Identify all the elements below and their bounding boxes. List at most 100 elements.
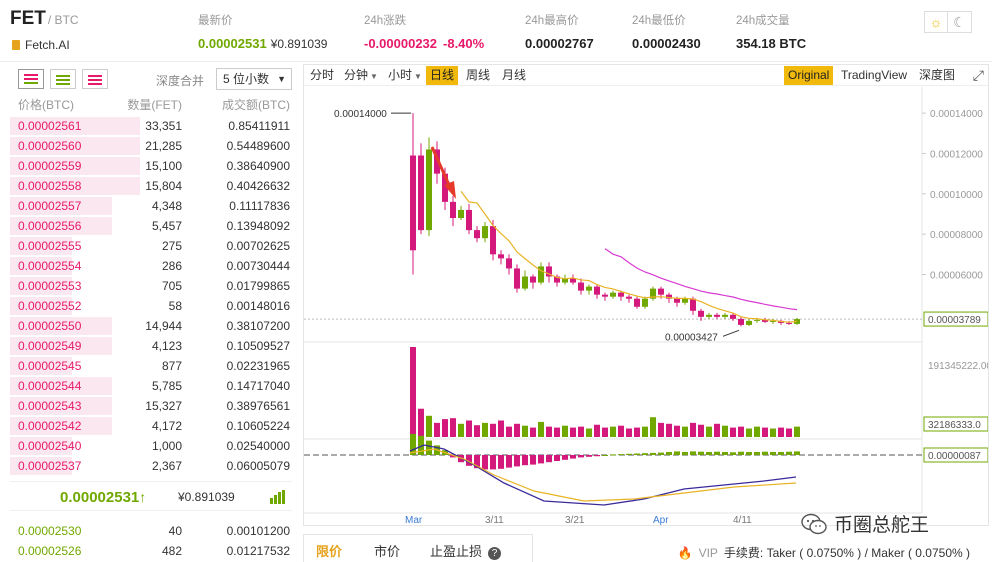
volume-bar xyxy=(490,423,496,437)
ask-row[interactable]: 0.00002553 705 0.01799865 xyxy=(10,276,292,296)
ask-qty: 286 xyxy=(161,259,182,273)
macd-bar xyxy=(770,452,776,455)
tab-market-order[interactable]: 市价 xyxy=(374,544,401,559)
ask-row[interactable]: 0.00002556 5,457 0.13948092 xyxy=(10,216,292,236)
volume-bar xyxy=(426,415,432,437)
ask-row[interactable]: 0.00002544 5,785 0.14717040 xyxy=(10,376,292,396)
bid-row[interactable]: 0.00002530 40 0.00101200 xyxy=(10,521,292,541)
volume-bar xyxy=(634,427,640,437)
coin-name: Fetch.AI xyxy=(12,38,70,52)
volume-bar xyxy=(578,426,584,437)
red-arrow-head xyxy=(444,181,456,199)
candle-body xyxy=(730,314,736,319)
chart-toolbar: 分时 分钟 ▼ 小时 ▼ 日线 周线 月线 Original TradingView… xyxy=(304,65,988,86)
ask-row[interactable]: 0.00002555 275 0.00702625 xyxy=(10,236,292,256)
tab-timeshare[interactable]: 分时 xyxy=(310,68,335,82)
x-tick-label: Mar xyxy=(405,515,423,525)
volume-bar xyxy=(778,427,784,437)
ask-row[interactable]: 0.00002560 21,285 0.54489600 xyxy=(10,136,292,156)
candle-body xyxy=(658,288,664,295)
volume-bar xyxy=(586,428,592,437)
x-tick-label: 3/21 xyxy=(565,515,585,525)
macd-bar xyxy=(450,455,456,458)
depth-merge-value: 5 位小数 xyxy=(223,72,270,86)
stat-label: 24h涨跌 xyxy=(364,15,407,27)
help-icon[interactable]: ? xyxy=(488,547,502,560)
ask-row[interactable]: 0.00002557 4,348 0.11117836 xyxy=(10,196,292,216)
y-tick-label: 0.00010000 xyxy=(930,190,983,201)
ask-qty: 4,348 xyxy=(151,199,182,213)
ask-row[interactable]: 0.00002543 15,327 0.38976561 xyxy=(10,396,292,416)
ask-row[interactable]: 0.00002545 877 0.02231965 xyxy=(10,356,292,376)
macd-bar xyxy=(714,451,720,455)
ask-row[interactable]: 0.00002537 2,367 0.06005079 xyxy=(10,456,292,476)
macd-bar xyxy=(498,455,504,469)
ask-row[interactable]: 0.00002552 58 0.00148016 xyxy=(10,296,292,316)
pair-symbol[interactable]: FET / BTC xyxy=(10,8,79,30)
ask-total: 0.11117836 xyxy=(229,199,290,213)
market-header: FET / BTC Fetch.AI 最新价 0.00002531 ¥0.89103… xyxy=(0,0,992,62)
candle-body xyxy=(682,298,688,303)
tab-original[interactable]: Original xyxy=(784,66,834,85)
chart-canvas[interactable]: 0.00014000 0.00012000 0.00010000 0.00008000… xyxy=(304,87,988,525)
ask-row[interactable]: 0.00002559 15,100 0.38640900 xyxy=(10,156,292,176)
bid-row[interactable]: 0.00002526 482 0.01217532 xyxy=(10,541,292,561)
ask-price: 0.00002545 xyxy=(18,359,82,373)
macd-bar xyxy=(418,435,424,455)
book-view-bids-icon[interactable] xyxy=(50,69,76,89)
fullscreen-icon[interactable]: ⤢ xyxy=(972,67,984,83)
candle-body xyxy=(714,314,720,317)
ask-qty: 14,944 xyxy=(145,319,182,333)
ask-total: 0.10509527 xyxy=(226,339,290,353)
ask-row[interactable]: 0.00002542 4,172 0.10605224 xyxy=(10,416,292,436)
tab-daily[interactable]: 日线 xyxy=(426,66,459,85)
volume-bar xyxy=(458,423,464,437)
macd-bar xyxy=(538,455,544,464)
volume-max-label: 191345222.00 xyxy=(928,361,988,372)
ask-total: 0.38976561 xyxy=(226,399,290,413)
ask-row[interactable]: 0.00002549 4,123 0.10509527 xyxy=(10,336,292,356)
ask-row[interactable]: 0.00002554 286 0.00730444 xyxy=(10,256,292,276)
book-view-asks-icon[interactable] xyxy=(82,69,108,89)
wechat-icon xyxy=(801,513,827,535)
y-tick-label: 0.00012000 xyxy=(930,149,983,160)
volume-bar xyxy=(450,418,456,437)
tab-minute[interactable]: 分钟 ▼ xyxy=(340,66,382,85)
moon-icon[interactable]: ☾ xyxy=(948,11,972,33)
arrow-up-icon: ↑ xyxy=(139,489,147,505)
macd-bar xyxy=(554,455,560,461)
stat-label: 24h最高价 xyxy=(525,15,579,27)
ask-row[interactable]: 0.00002558 15,804 0.40426632 xyxy=(10,176,292,196)
candle-body xyxy=(626,296,632,299)
candle-body xyxy=(746,320,752,325)
depth-bar xyxy=(10,237,73,255)
tab-monthly[interactable]: 月线 xyxy=(502,68,527,82)
tab-hour[interactable]: 小时 ▼ xyxy=(384,66,426,85)
depth-bar xyxy=(10,277,73,295)
ask-row[interactable]: 0.00002561 33,351 0.85411911 xyxy=(10,116,292,136)
ask-row[interactable]: 0.00002550 14,944 0.38107200 xyxy=(10,316,292,336)
candle-body xyxy=(546,266,552,277)
tab-tradingview[interactable]: TradingView xyxy=(841,68,908,82)
tab-weekly[interactable]: 周线 xyxy=(466,68,491,82)
book-view-both-icon[interactable] xyxy=(18,69,44,89)
tab-limit-order[interactable]: 限价 xyxy=(316,544,343,559)
macd-bar xyxy=(570,455,576,459)
ask-qty: 2,367 xyxy=(151,459,182,473)
sun-icon[interactable]: ☼ xyxy=(924,11,948,33)
depth-bar xyxy=(10,357,73,375)
macd-bar xyxy=(650,452,656,455)
stat-value: 0.00002531 ¥0.891039 xyxy=(198,36,327,51)
volume-bar xyxy=(770,428,776,437)
ask-total: 0.00702625 xyxy=(226,239,290,253)
macd-bar xyxy=(602,455,608,456)
tab-stop-limit[interactable]: 止盈止损? xyxy=(430,541,502,560)
depth-merge-select[interactable]: 5 位小数 ▼ xyxy=(216,68,292,90)
candle-body xyxy=(426,149,432,231)
ask-row[interactable]: 0.00002540 1,000 0.02540000 xyxy=(10,436,292,456)
candle-body xyxy=(602,294,608,297)
y-tick-label: 0.00008000 xyxy=(930,230,983,241)
volume-bar xyxy=(642,426,648,437)
tab-depth-chart[interactable]: 深度图 xyxy=(919,68,956,82)
candle-body xyxy=(538,266,544,283)
